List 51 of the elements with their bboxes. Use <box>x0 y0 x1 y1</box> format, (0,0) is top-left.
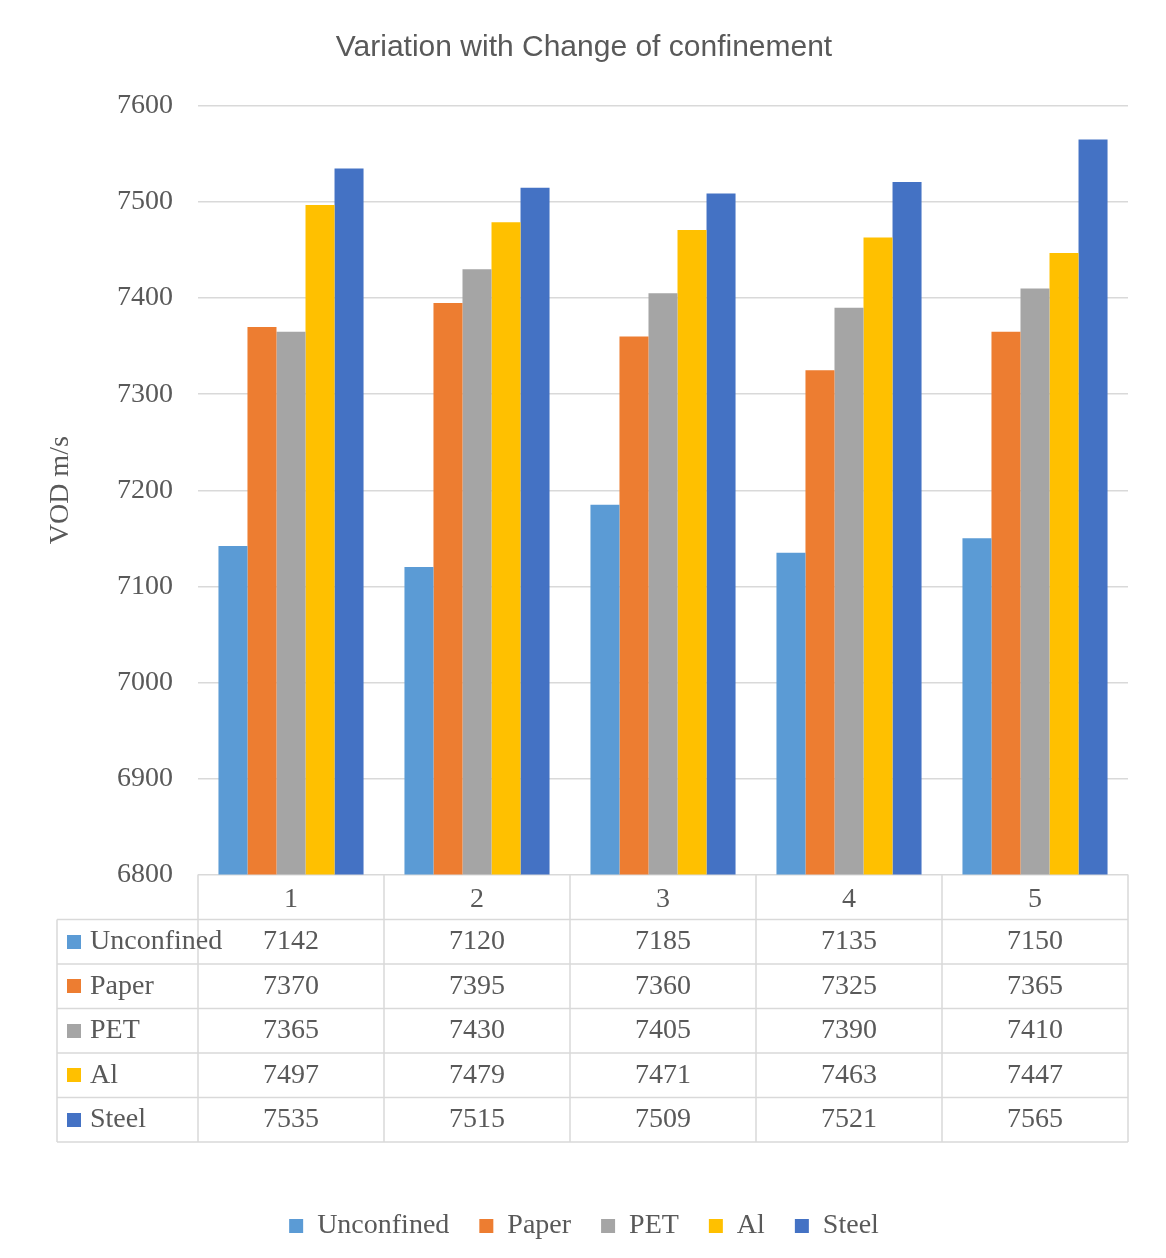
data-label: 7565 <box>1007 1102 1063 1134</box>
legend-label: PET <box>629 1208 679 1240</box>
data-label: 7142 <box>263 924 319 956</box>
data-label: 7370 <box>263 968 319 1000</box>
data-label: 7390 <box>821 1013 877 1045</box>
legend-label: Paper <box>507 1208 572 1240</box>
data-label: 7185 <box>635 924 691 956</box>
data-label: 7509 <box>635 1102 691 1134</box>
y-tick-label: 7000 <box>117 664 173 696</box>
y-tick-label: 7500 <box>117 184 173 216</box>
x-tick-label: 1 <box>284 881 298 913</box>
data-label: 7521 <box>821 1102 877 1134</box>
data-label: 7365 <box>263 1013 319 1045</box>
y-tick-label: 7400 <box>117 280 173 312</box>
data-label: 7515 <box>449 1102 505 1134</box>
data-label: 7497 <box>263 1057 319 1089</box>
x-tick-label: 4 <box>842 881 856 913</box>
y-axis-title: VOD m/s <box>43 436 75 545</box>
data-label: 7471 <box>635 1057 691 1089</box>
data-label: 7405 <box>635 1013 691 1045</box>
data-label: 7463 <box>821 1057 877 1089</box>
text: Unconfined <box>90 924 223 956</box>
data-label: 7447 <box>1007 1057 1063 1089</box>
legend-label: Unconfined <box>317 1208 450 1240</box>
data-label: 7360 <box>635 968 691 1000</box>
chart-title: Variation with Change of confinement <box>335 29 833 63</box>
data-label: 7325 <box>821 968 877 1000</box>
data-label: 7410 <box>1007 1013 1063 1045</box>
x-tick-label: 2 <box>470 881 484 913</box>
y-tick-label: 7200 <box>117 472 173 504</box>
data-label: 7150 <box>1007 924 1063 956</box>
text: Paper <box>90 968 154 1000</box>
data-label: 7430 <box>449 1013 505 1045</box>
x-tick-label: 3 <box>656 881 670 913</box>
data-label: 7365 <box>1007 968 1063 1000</box>
text: Steel <box>90 1102 146 1134</box>
x-tick-label: 5 <box>1028 881 1042 913</box>
legend-label: Steel <box>822 1208 880 1240</box>
legend-label: Al <box>736 1208 766 1240</box>
y-tick-label: 7600 <box>117 88 173 120</box>
y-tick-label: 7300 <box>117 376 173 408</box>
data-label: 7135 <box>821 924 877 956</box>
data-label: 7120 <box>449 924 505 956</box>
y-tick-label: 7100 <box>117 568 173 600</box>
y-tick-label: 6800 <box>117 856 173 888</box>
data-label: 7479 <box>449 1057 505 1089</box>
text: Al <box>90 1057 118 1089</box>
data-label: 7535 <box>263 1102 319 1134</box>
data-label: 7395 <box>449 968 505 1000</box>
y-tick-label: 6900 <box>117 760 173 792</box>
text: PET <box>90 1013 140 1045</box>
